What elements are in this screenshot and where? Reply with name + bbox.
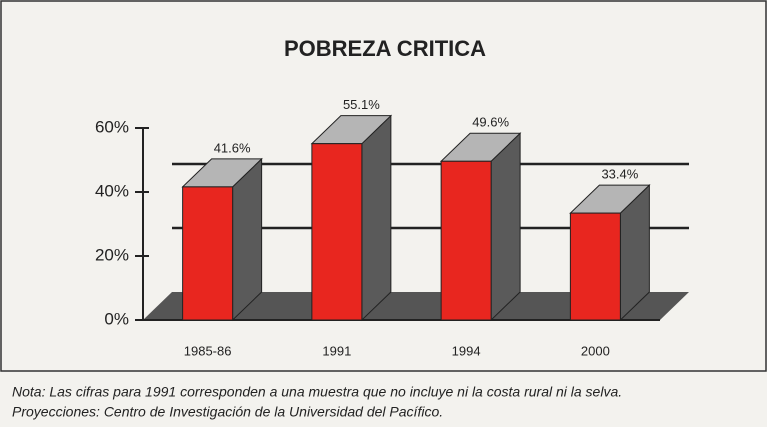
bar bbox=[311, 143, 363, 321]
y-tick-label: 20% bbox=[95, 245, 129, 264]
value-label: 41.6% bbox=[214, 140, 251, 155]
x-tick-label: 1994 bbox=[452, 343, 481, 358]
value-label: 33.4% bbox=[601, 167, 638, 182]
bar bbox=[569, 212, 621, 321]
bar bbox=[182, 186, 234, 321]
x-tick-label: 2000 bbox=[581, 343, 610, 358]
note: Proyecciones: Centro de Investigación de… bbox=[12, 404, 443, 420]
y-tick-label: 40% bbox=[95, 181, 129, 200]
chart-title: POBREZA CRITICA bbox=[284, 36, 486, 61]
value-label: 49.6% bbox=[472, 115, 509, 130]
note: Nota: Las cifras para 1991 corresponden … bbox=[12, 384, 622, 400]
x-tick-label: 1985-86 bbox=[184, 343, 232, 358]
y-tick-label: 0% bbox=[104, 309, 129, 328]
x-tick-label: 1991 bbox=[322, 343, 351, 358]
bar-side bbox=[361, 114, 392, 322]
bar-side bbox=[490, 132, 521, 322]
bar bbox=[440, 160, 492, 321]
y-tick-label: 60% bbox=[95, 117, 129, 136]
value-label: 55.1% bbox=[343, 97, 380, 112]
floor bbox=[143, 292, 689, 320]
